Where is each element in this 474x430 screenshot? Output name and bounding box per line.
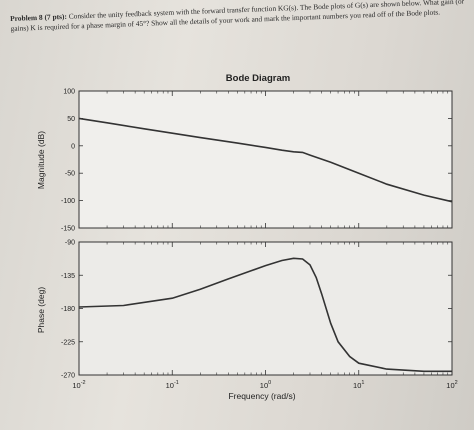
phase-xtick-label: 102 (446, 380, 457, 390)
phase-ytick-label: -225 (61, 339, 75, 346)
phase-xtick-label: 10-1 (166, 380, 179, 390)
mag-ytick-label: 100 (63, 89, 75, 96)
phase-xtick-label: 100 (260, 380, 271, 390)
magnitude-ylabel: Magnitude (dB) (36, 131, 46, 189)
magnitude-series-line (78, 117, 453, 203)
magnitude-axes-box (78, 90, 453, 229)
phase-panel: -90 -135 -180 -225 -270 10-2 10-1 100 101 102 Ph… (36, 240, 458, 402)
phase-ytick-label: -90 (65, 240, 75, 247)
mag-ytick-label: 0 (71, 143, 75, 150)
phase-ytick-label: -270 (61, 373, 75, 380)
chart-title: Bode Diagram (226, 73, 290, 84)
phase-xtick-label: 101 (353, 380, 364, 390)
phase-xtick-label: 10-2 (72, 380, 85, 390)
mag-ytick-label: -150 (61, 226, 75, 233)
phase-ylabel: Phase (deg) (36, 287, 46, 333)
mag-ytick-label: -100 (61, 198, 75, 205)
phase-ytick-label: -135 (61, 273, 75, 280)
mag-ytick-label: 50 (67, 116, 75, 123)
frequency-xlabel: Frequency (rad/s) (228, 391, 295, 401)
mag-ytick-label: -50 (65, 171, 75, 178)
phase-series-line (78, 257, 452, 373)
phase-ytick-label: -180 (61, 306, 75, 313)
phase-axes-box (78, 241, 453, 376)
magnitude-panel: 100 50 0 -50 -100 -150 Magnitude (dB) (36, 89, 453, 233)
